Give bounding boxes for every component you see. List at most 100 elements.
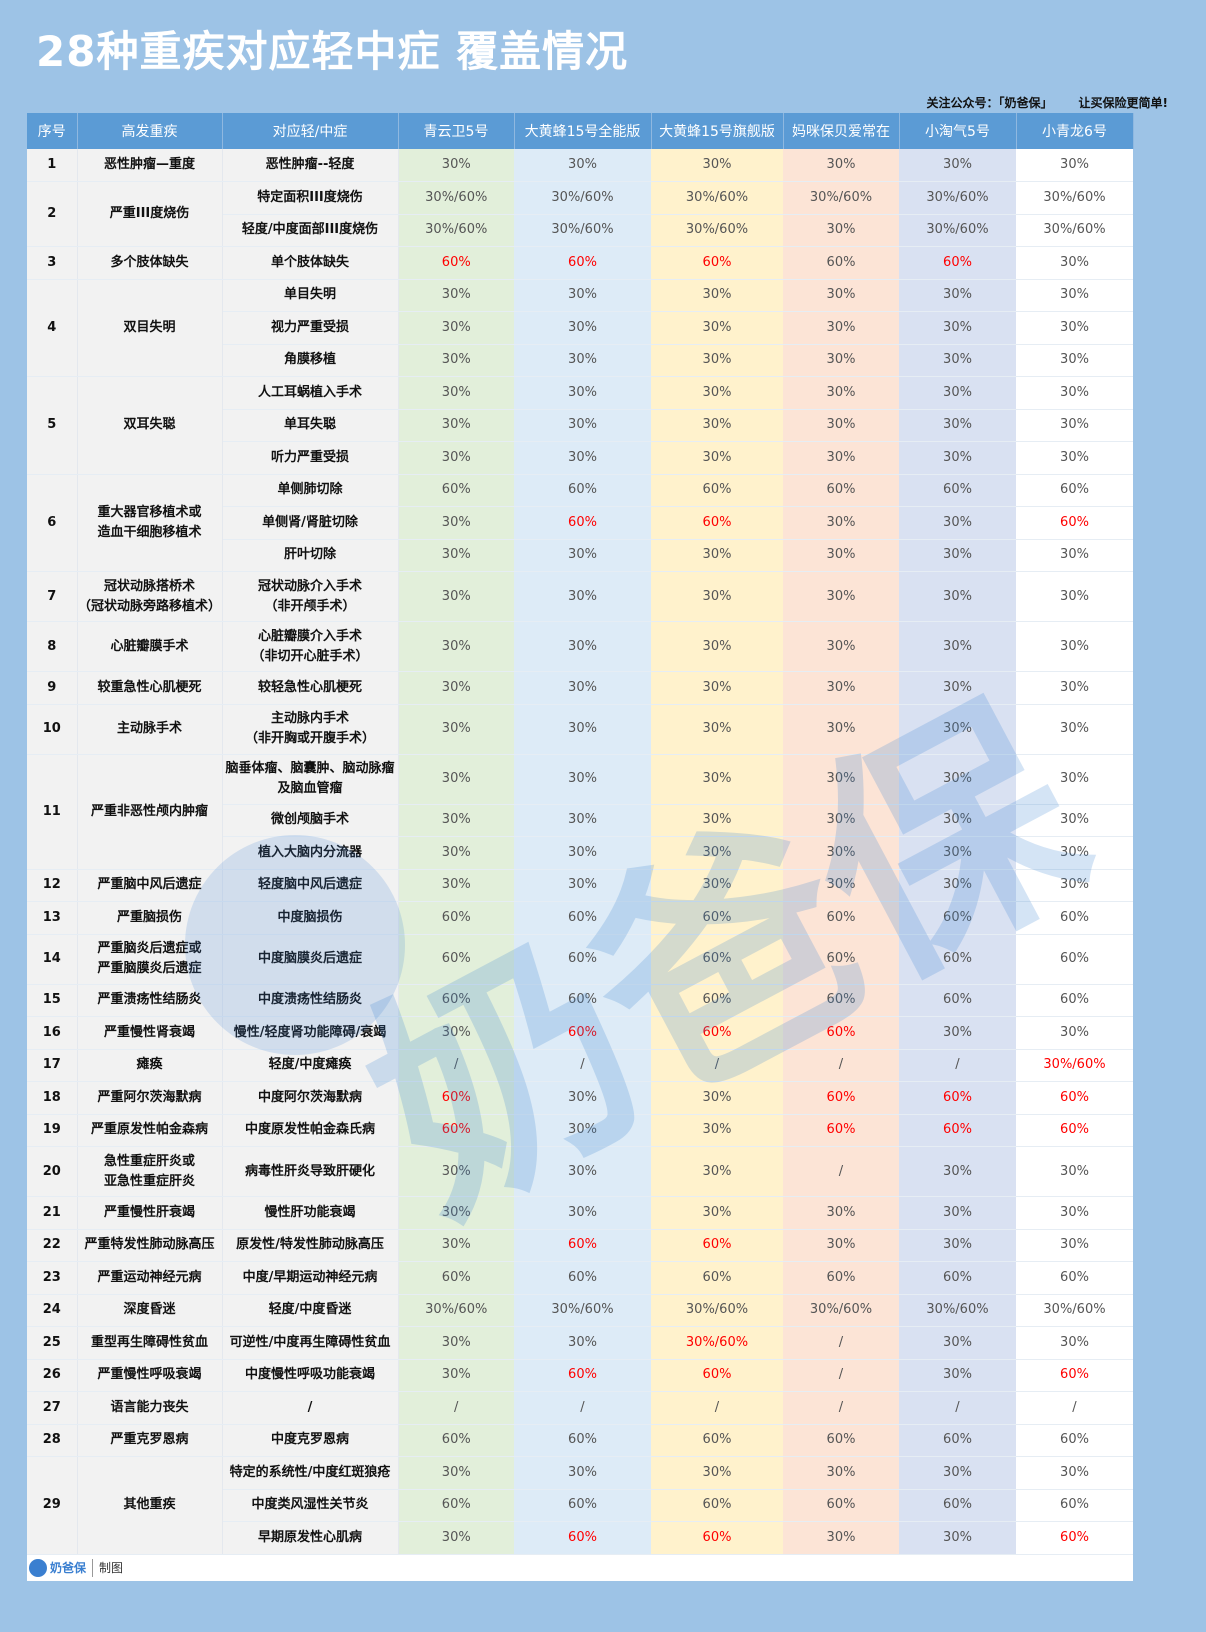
coverage-value: /	[398, 1391, 514, 1425]
coverage-value: 60%	[899, 934, 1016, 985]
coverage-value: 30%	[398, 1521, 514, 1555]
coverage-value: 60%	[514, 1229, 651, 1262]
table-row: 10 主动脉手术 主动脉内手术 （非开胸或开腹手术） 30% 30% 30% 30% 30% 3…	[27, 704, 1133, 755]
coverage-value: 30%	[783, 621, 899, 672]
mild-condition: 病毒性肝炎导致肝硬化	[222, 1146, 399, 1197]
coverage-value: 30%	[783, 869, 899, 902]
major-disease: 严重慢性肝衰竭	[77, 1196, 223, 1230]
coverage-value: 30%	[514, 149, 651, 182]
coverage-value: 60%	[398, 1489, 514, 1522]
coverage-value: 30%	[514, 1081, 651, 1115]
coverage-value: 30%	[783, 409, 899, 442]
coverage-value: 30%	[398, 804, 514, 837]
coverage-value: 60%	[398, 901, 514, 935]
mild-condition: 单目失明	[222, 279, 399, 312]
coverage-value: 30%	[514, 754, 651, 805]
mild-condition: 中度阿尔茨海默病	[222, 1081, 399, 1115]
coverage-value: /	[783, 1359, 899, 1392]
coverage-value: /	[783, 1146, 899, 1197]
coverage-value: 60%	[899, 1081, 1016, 1115]
coverage-value: 60%	[1016, 984, 1133, 1017]
major-disease: 重大器官移植术或 造血干细胞移植术	[77, 474, 223, 572]
coverage-value: 60%	[398, 1114, 514, 1147]
coverage-value: 30%	[514, 671, 651, 705]
coverage-value: 30%/60%	[514, 181, 651, 215]
row-number: 15	[27, 984, 78, 1017]
coverage-value: 30%/60%	[1016, 214, 1133, 247]
table-row: 11 严重非恶性颅内肿瘤 脑垂体瘤、脑囊肿、脑动脉瘤 及脑血管瘤 30% 30% 30% 3…	[27, 754, 1133, 870]
slogan: 关注公众号：「奶爸保」 让买保险更简单!	[901, 94, 1169, 111]
coverage-value: 30%	[651, 311, 783, 345]
coverage-value: 30%	[783, 571, 899, 622]
mild-condition: 特定面积III度烧伤	[222, 181, 399, 215]
coverage-value: 30%	[1016, 1146, 1133, 1197]
coverage-value: 60%	[651, 901, 783, 935]
coverage-value: 60%	[1016, 1261, 1133, 1295]
table-row: 19 严重原发性帕金森病 中度原发性帕金森氏病 60% 30% 30% 60% 60% 60%	[27, 1114, 1133, 1147]
coverage-value: 60%	[651, 1489, 783, 1522]
mild-condition: 肝叶切除	[222, 539, 399, 572]
table-row: 16 严重慢性肾衰竭 慢性/轻度肾功能障碍/衰竭 30% 60% 60% 60% 30% 30%	[27, 1016, 1133, 1050]
coverage-value: 30%	[1016, 571, 1133, 622]
coverage-value: 60%	[514, 901, 651, 935]
table-row: 28 严重克罗恩病 中度克罗恩病 60% 60% 60% 60% 60% 60%	[27, 1424, 1133, 1457]
coverage-value: 30%	[1016, 409, 1133, 442]
coverage-value: 30%	[398, 1016, 514, 1050]
coverage-value: 30%	[398, 279, 514, 312]
coverage-value: 30%	[899, 1146, 1016, 1197]
table-row: 23 严重运动神经元病 中度/早期运动神经元病 60% 60% 60% 60% 60% 60%	[27, 1261, 1133, 1295]
coverage-value: 30%	[899, 311, 1016, 345]
coverage-value: 30%	[899, 754, 1016, 805]
coverage-value: 60%	[514, 1489, 651, 1522]
coverage-value: 60%	[899, 1424, 1016, 1457]
mild-condition: 微创颅脑手术	[222, 804, 399, 837]
coverage-value: 30%/60%	[1016, 181, 1133, 215]
coverage-value: 30%	[899, 671, 1016, 705]
coverage-value: 30%	[783, 279, 899, 312]
coverage-value: 30%	[651, 671, 783, 705]
coverage-value: 60%	[514, 1261, 651, 1295]
coverage-value: 30%	[1016, 836, 1133, 870]
coverage-value: 30%	[899, 344, 1016, 377]
coverage-value: 30%	[899, 376, 1016, 410]
coverage-value: 30%	[899, 836, 1016, 870]
coverage-value: 60%	[514, 984, 651, 1017]
coverage-value: 60%	[783, 1081, 899, 1115]
mild-condition: 单侧肺切除	[222, 474, 399, 507]
row-number: 13	[27, 901, 78, 935]
coverage-value: 30%	[1016, 311, 1133, 345]
column-header: 高发重疾	[77, 113, 223, 149]
coverage-value: 30%	[651, 409, 783, 442]
coverage-value: 30%	[783, 344, 899, 377]
mild-condition: 单耳失聪	[222, 409, 399, 442]
coverage-value: 60%	[651, 1521, 783, 1555]
coverage-value: 30%	[783, 376, 899, 410]
coverage-value: 60%	[1016, 1489, 1133, 1522]
coverage-value: 60%	[1016, 1521, 1133, 1555]
coverage-value: 30%	[514, 869, 651, 902]
major-disease: 其他重疾	[77, 1456, 223, 1555]
coverage-value: 30%/60%	[899, 1294, 1016, 1327]
coverage-value: 30%	[398, 1359, 514, 1392]
coverage-value: 30%	[651, 704, 783, 755]
coverage-value: 30%	[651, 571, 783, 622]
table-row: 24 深度昏迷 轻度/中度昏迷 30%/60% 30%/60% 30%/60% 30%/60…	[27, 1294, 1133, 1327]
coverage-value: 60%	[398, 934, 514, 985]
coverage-value: 60%	[783, 246, 899, 280]
column-header: 小青龙6号	[1016, 113, 1134, 149]
row-number: 9	[27, 671, 78, 705]
row-number: 27	[27, 1391, 78, 1425]
coverage-value: 30%/60%	[651, 181, 783, 215]
coverage-value: 30%	[651, 1114, 783, 1147]
footer: 奶爸保 制图	[27, 1554, 1133, 1581]
row-number: 4	[27, 279, 78, 377]
coverage-value: 30%	[514, 1196, 651, 1230]
mild-condition: /	[222, 1391, 399, 1425]
coverage-value: 30%	[783, 539, 899, 572]
coverage-value: 30%	[398, 376, 514, 410]
row-number: 16	[27, 1016, 78, 1050]
major-disease: 严重脑炎后遗症或 严重脑膜炎后遗症	[77, 934, 223, 985]
coverage-value: 30%	[651, 754, 783, 805]
coverage-value: 30%	[398, 1146, 514, 1197]
major-disease: 严重慢性肾衰竭	[77, 1016, 223, 1050]
